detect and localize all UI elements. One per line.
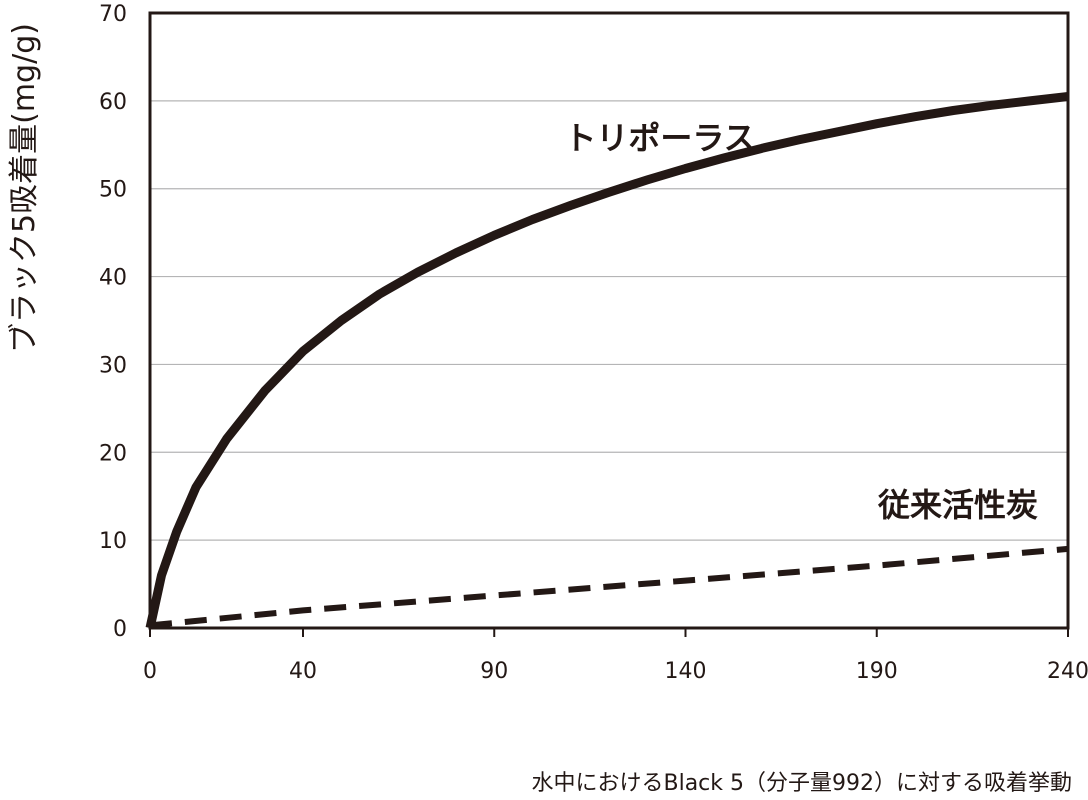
x-tick-label: 240 <box>1047 659 1088 684</box>
series-label-triporous: トリポーラス <box>564 119 755 157</box>
y-tick-label: 10 <box>99 529 127 554</box>
y-tick-label: 70 <box>99 2 127 27</box>
series-line-0 <box>145 92 1069 629</box>
grid <box>150 100 1068 541</box>
series-line-1 <box>149 545 1069 629</box>
x-tick-label: 90 <box>480 659 508 684</box>
y-tick-label: 50 <box>99 178 127 203</box>
series-group <box>145 92 1069 629</box>
x-tick-label: 190 <box>856 659 898 684</box>
x-axis: 0 40 90 140 190 240 <box>143 628 1088 684</box>
y-tick-label: 60 <box>99 90 127 115</box>
plot-frame <box>148 11 1070 630</box>
x-tick-label: 0 <box>143 659 157 684</box>
y-axis: 0 10 20 30 40 50 60 70 <box>99 2 127 642</box>
y-tick-label: 20 <box>99 441 127 466</box>
series-label-activated-carbon: 従来活性炭 <box>877 486 1038 524</box>
x-tick-label: 40 <box>289 659 317 684</box>
y-tick-label: 40 <box>99 266 127 291</box>
y-tick-label: 30 <box>99 353 127 378</box>
x-tick-label: 140 <box>665 659 707 684</box>
chart-caption: 水中におけるBlack 5（分子量992）に対する吸着挙動 <box>531 771 1072 796</box>
y-tick-label: 0 <box>113 617 127 642</box>
y-axis-label: ブラック5吸着量(mg/g) <box>7 23 42 353</box>
